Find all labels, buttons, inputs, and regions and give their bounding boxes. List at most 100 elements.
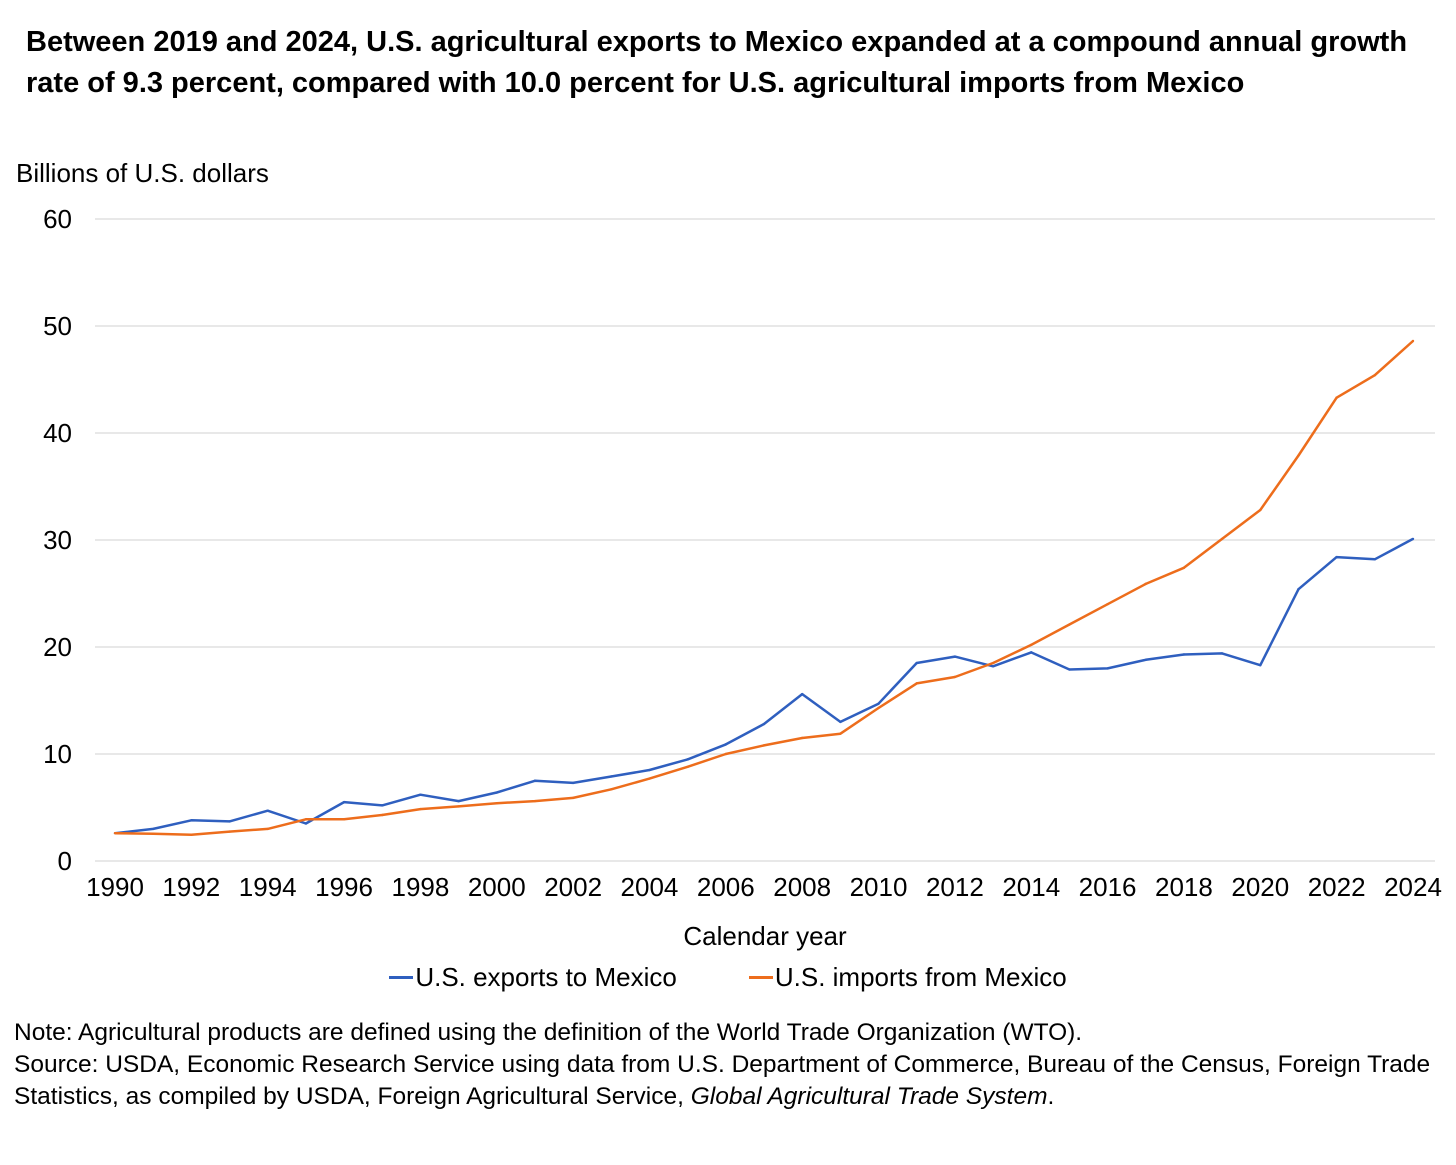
x-tick-label: 1992 [162,872,220,902]
legend-label-imports: U.S. imports from Mexico [774,962,1067,992]
exports-point-2013 [991,665,995,668]
imports-point-2005 [686,765,689,769]
imports-point-2020 [1259,508,1262,512]
imports-point-2023 [1373,374,1377,377]
exports-point-2002 [571,781,575,785]
imports-point-2004 [648,777,651,780]
source-suffix: . [1047,1083,1055,1110]
exports-point-1994 [266,809,269,812]
notes: Note: Agricultural products are defined … [14,1017,1444,1113]
exports-point-2015 [1068,668,1071,671]
y-tick-label: 0 [58,846,72,876]
exports-point-2020 [1259,663,1262,667]
exports-point-2008 [800,692,804,696]
x-tick-label: 2000 [468,872,526,902]
exports-point-2007 [762,722,766,726]
x-tick-label: 2006 [697,872,755,902]
imports-point-1993 [228,830,231,833]
exports-point-2024 [1411,537,1415,541]
legend-label-exports: U.S. exports to Mexico [415,962,677,992]
exports-point-1992 [190,819,193,822]
y-tick-label: 20 [43,632,72,662]
exports-point-2010 [877,702,880,705]
exports-point-2017 [1144,658,1147,662]
source-italic: Global Agricultural Trade System [690,1083,1048,1110]
imports-point-1990 [113,831,117,835]
imports-point-2010 [877,706,880,710]
imports-point-2019 [1220,537,1224,541]
line-chart: 0 10 20 30 40 50 60 1990 1992 1994 1996 1998 2000 20… [43,204,1442,951]
imports-point-2006 [724,752,728,756]
x-tick-label: 2002 [544,872,602,902]
x-tick-label: 2010 [850,872,908,902]
y-axis-label: Billions of U.S. dollars [16,158,269,188]
exports-point-2016 [1106,667,1109,670]
imports-point-1995 [304,818,308,821]
legend-item-imports: U.S. imports from Mexico [748,962,1067,993]
imports-point-2001 [533,799,537,803]
imports-point-2008 [800,736,804,740]
series-line-exports [114,537,1414,835]
note-text: Note: Agricultural products are defined … [14,1019,1083,1046]
legend-swatch-imports [748,976,773,979]
imports-point-2018 [1182,566,1186,570]
imports-point-2009 [839,732,842,735]
exports-point-2018 [1182,653,1186,656]
imports-point-2016 [1106,603,1109,606]
imports-point-2013 [991,661,995,665]
chart-title: Between 2019 and 2024, U.S. agricultural… [26,26,1408,99]
legend-item-exports: U.S. exports to Mexico [389,962,677,993]
exports-point-2009 [839,720,842,724]
y-tick-label: 30 [43,525,72,555]
x-tick-label: 2020 [1231,872,1289,902]
x-tick-label: 2022 [1308,872,1366,902]
exports-point-2022 [1335,555,1338,559]
y-tick-label: 60 [43,204,72,234]
exports-point-2021 [1297,588,1300,591]
exports-point-1993 [228,820,231,823]
exports-point-1991 [151,827,155,831]
imports-point-1992 [190,833,193,836]
exports-point-2011 [915,661,918,665]
exports-point-1998 [419,793,422,796]
imports-point-2024 [1411,339,1415,343]
y-tick-label: 10 [43,739,72,769]
exports-point-2003 [610,775,613,778]
imports-point-1996 [342,818,346,821]
exports-point-2012 [953,655,957,658]
legend-swatch-exports [389,976,414,979]
x-axis-label: Calendar year [683,921,847,951]
exports-point-2023 [1373,558,1377,561]
x-tick-label: 2014 [1002,872,1060,902]
exports-point-2001 [533,779,537,782]
imports-point-1991 [151,832,155,835]
series-line-imports [114,340,1414,837]
exports-point-1995 [304,822,308,825]
y-tick-label: 50 [43,311,72,341]
exports-point-2005 [686,758,689,761]
source-text: Source: USDA, Economic Research Service … [14,1049,1444,1113]
x-tick-label: 1994 [239,872,297,902]
x-tick-label: 1998 [391,872,449,902]
imports-point-1997 [381,813,384,817]
imports-point-1994 [266,827,269,831]
imports-point-2000 [495,802,498,805]
exports-point-2004 [648,768,651,772]
exports-point-2019 [1220,652,1224,655]
x-tick-label: 2008 [773,872,831,902]
x-tick-label: 2012 [926,872,984,902]
exports-point-2014 [1030,651,1033,654]
imports-point-2021 [1297,454,1300,457]
legend: U.S. exports to Mexico U.S. imports from… [0,962,1456,993]
x-tick-label: 2024 [1384,872,1442,902]
exports-point-2000 [495,791,498,794]
x-tick-label: 2016 [1079,872,1137,902]
exports-point-1999 [457,799,460,803]
imports-point-2007 [762,744,766,747]
y-tick-label: 40 [43,418,72,448]
x-tick-label: 2004 [621,872,679,902]
source-prefix: Source: USDA, Economic Research Service … [14,1051,1431,1110]
imports-point-2012 [953,675,957,679]
x-tick-label: 2018 [1155,872,1213,902]
imports-point-2015 [1068,623,1071,626]
